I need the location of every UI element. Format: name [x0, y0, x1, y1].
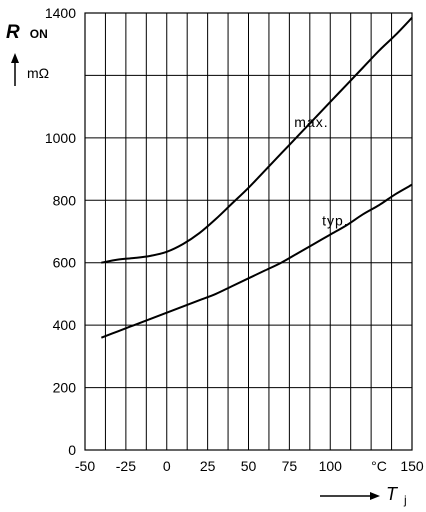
y-tick-labels: 0 200 400 600 800 1000 1400	[45, 5, 76, 458]
x-tick-label: 100	[319, 458, 343, 474]
y-tick-label: 400	[53, 317, 77, 333]
series-line-typ	[100, 183, 413, 339]
x-tick-labels: -50 -25 0 25 50 75 100 150	[75, 458, 424, 474]
x-tick-label: 150	[400, 458, 424, 474]
y-axis-unit: mΩ	[27, 65, 49, 81]
x-tick-label: -25	[116, 458, 136, 474]
series-group	[100, 16, 413, 339]
x-tick-label: 25	[200, 458, 216, 474]
y-tick-label: 1000	[45, 130, 76, 146]
plot-frame	[84, 12, 413, 451]
plot-border	[84, 12, 413, 451]
x-tick-label: 50	[241, 458, 257, 474]
x-tick-label: 0	[163, 458, 171, 474]
y-tick-label: 1400	[45, 5, 76, 21]
y-axis-title: R ON	[6, 22, 48, 43]
y-tick-label: 0	[68, 442, 76, 458]
y-axis-arrow	[11, 53, 19, 86]
y-tick-label: 600	[53, 255, 77, 271]
x-tick-label: -50	[75, 458, 95, 474]
grid	[85, 13, 412, 450]
series-label-typ: typ.	[322, 212, 349, 228]
series-label-max: max.	[294, 114, 328, 130]
y-tick-label: 200	[53, 380, 77, 396]
x-tick-label: 75	[282, 458, 298, 474]
series-line-max	[101, 16, 413, 264]
y-tick-label: 800	[53, 192, 77, 208]
x-axis-title: T j	[386, 484, 407, 507]
x-axis-unit: °C	[371, 458, 387, 474]
x-axis-arrow	[320, 492, 380, 500]
